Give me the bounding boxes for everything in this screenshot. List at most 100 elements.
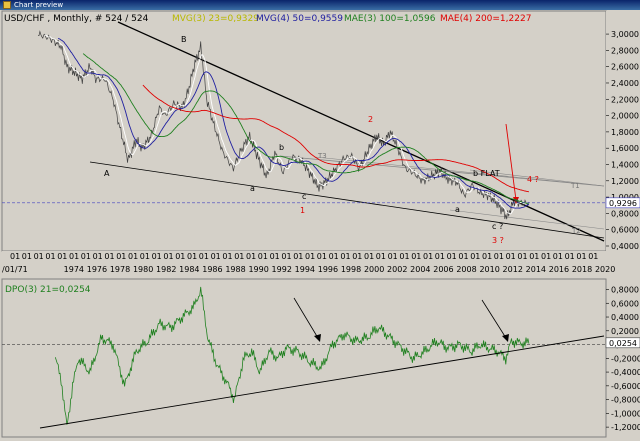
mae200-series [142, 84, 529, 193]
x-year-tick-9: 1992 [272, 265, 292, 274]
x-month-tick-20: 01 [246, 252, 256, 261]
main-header-item-4: MAE(4) 200=1,2227 [440, 14, 531, 24]
x-month-tick-14: 01 [175, 252, 185, 261]
x-month-tick-22: 01 [270, 252, 280, 261]
dpo-y-tick-labels: 0,80000,60000,40000,20000,0000-0,2000-0,… [606, 286, 640, 432]
t3-line[interactable] [469, 169, 605, 187]
x-month-tick-13: 01 [163, 252, 173, 261]
main-y-tick-12: 0,6000 [611, 226, 639, 235]
x-year-tick-10: 1994 [295, 265, 315, 274]
trendline-label-1: T2 [571, 227, 581, 235]
time-axis [2, 251, 640, 277]
x-month-tick-33: 01 [399, 252, 409, 261]
x-year-tick-23: 2020 [595, 265, 615, 274]
wave-label-11: 4 ? [527, 175, 539, 184]
x-month-tick-19: 01 [234, 252, 244, 261]
x-start-label: /01/71 [2, 265, 28, 274]
wave-label-3: b [279, 143, 284, 152]
mae100-series [82, 53, 529, 205]
x-month-tick-9: 01 [116, 252, 126, 261]
x-month-tick-4: 01 [57, 252, 67, 261]
x-year-tick-1: 1976 [87, 265, 107, 274]
dpo-y-tick-6: -0,4000 [611, 368, 640, 377]
x-month-tick-36: 01 [435, 252, 445, 261]
x-year-tick-0: 1974 [64, 265, 84, 274]
x-year-tick-22: 2018 [572, 265, 592, 274]
x-year-tick-13: 2000 [364, 265, 384, 274]
t2-line[interactable] [449, 209, 605, 230]
x-month-tick-43: 01 [517, 252, 527, 261]
main-y-tick-13: 0,4000 [611, 242, 639, 251]
app-icon [3, 1, 11, 9]
dpo-header-text: DPO(3) 21=0,0254 [5, 285, 91, 295]
x-year-tick-12: 1998 [341, 265, 361, 274]
x-year-tick-11: 1996 [318, 265, 338, 274]
x-month-tick-32: 01 [388, 252, 398, 261]
x-year-tick-5: 1984 [179, 265, 199, 274]
x-month-tick-7: 01 [93, 252, 103, 261]
wave-label-4: c [302, 192, 306, 201]
main-y-tick-0: 3,0000 [611, 30, 639, 39]
x-month-tick-21: 01 [258, 252, 268, 261]
trendline-labels: T1 T2 T3 [317, 152, 581, 235]
x-year-tick-19: 2012 [503, 265, 523, 274]
x-year-tick-2: 1978 [110, 265, 130, 274]
dpo-trendline[interactable] [39, 335, 605, 429]
main-y-tick-5: 2,0000 [611, 112, 639, 121]
x-year-tick-7: 1988 [225, 265, 245, 274]
x-month-tick-40: 01 [482, 252, 492, 261]
x-month-tick-46: 01 [553, 252, 563, 261]
main-y-tick-4: 2,2000 [611, 95, 639, 104]
trendline-label-0: T1 [570, 182, 580, 190]
x-month-tick-15: 01 [187, 252, 197, 261]
dpo-y-tick-3: 0,2000 [611, 327, 639, 336]
main-y-tick-9: 1,2000 [611, 177, 639, 186]
dpo-header: DPO(3) 21=0,0254 [5, 285, 91, 295]
title-bar[interactable]: Chart preview [0, 0, 640, 10]
x-month-tick-0: 01 [10, 252, 20, 261]
main-price-axis [606, 11, 640, 251]
main-y-tick-1: 2,8000 [611, 46, 639, 55]
wave-label-8: b FLAT [473, 169, 500, 178]
wave-label-2: a [250, 184, 255, 193]
wave-label-0: A [104, 169, 110, 178]
main-y-tick-7: 1,6000 [611, 144, 639, 153]
main-y-tick-6: 1,8000 [611, 128, 639, 137]
x-month-tick-34: 01 [411, 252, 421, 261]
lower-trendline[interactable] [89, 161, 605, 239]
main-y-tick-3: 2,4000 [611, 79, 639, 88]
x-month-tick-41: 01 [494, 252, 504, 261]
dpo-value-label: 0,0254 [609, 339, 637, 348]
x-month-tick-6: 01 [81, 252, 91, 261]
x-month-tick-24: 01 [293, 252, 303, 261]
price-series [37, 30, 530, 220]
current-price-label: 0,9296 [609, 199, 637, 208]
main-chart-header: USD/CHF , Monthly, # 524 / 524 MVG(3) 23=… [4, 14, 531, 24]
dpo-arrows [293, 297, 509, 342]
main-y-tick-8: 1,4000 [611, 160, 639, 169]
main-header-item-3: MAE(3) 100=1,0596 [344, 14, 436, 24]
dpo-y-tick-0: 0,8000 [611, 286, 639, 295]
x-month-tick-1: 01 [22, 252, 32, 261]
wave-labels: A Ba b c 1 2 a b FLAT c ? 3 ? 4 ? [104, 35, 539, 245]
mvg23-series [44, 34, 530, 215]
x-month-tick-11: 01 [140, 252, 150, 261]
wave-label-7: a [455, 205, 460, 214]
x-year-tick-14: 2002 [387, 265, 407, 274]
x-year-tick-3: 1980 [133, 265, 153, 274]
dpo-series [54, 286, 530, 425]
dpo-value-tag: 0,0254 [605, 337, 640, 349]
dpo-y-tick-1: 0,6000 [611, 299, 639, 308]
x-year-tick-6: 1986 [202, 265, 222, 274]
trendline-label-2: T3 [317, 152, 327, 160]
x-month-tick-8: 01 [104, 252, 114, 261]
x-month-tick-23: 01 [281, 252, 291, 261]
x-month-tick-35: 01 [423, 252, 433, 261]
wave-label-5: 1 [300, 206, 305, 215]
wave-label-1: B [181, 35, 187, 44]
x-month-tick-45: 01 [541, 252, 551, 261]
x-year-tick-21: 2016 [549, 265, 569, 274]
x-month-tick-16: 01 [199, 252, 209, 261]
x-month-tick-39: 01 [470, 252, 480, 261]
